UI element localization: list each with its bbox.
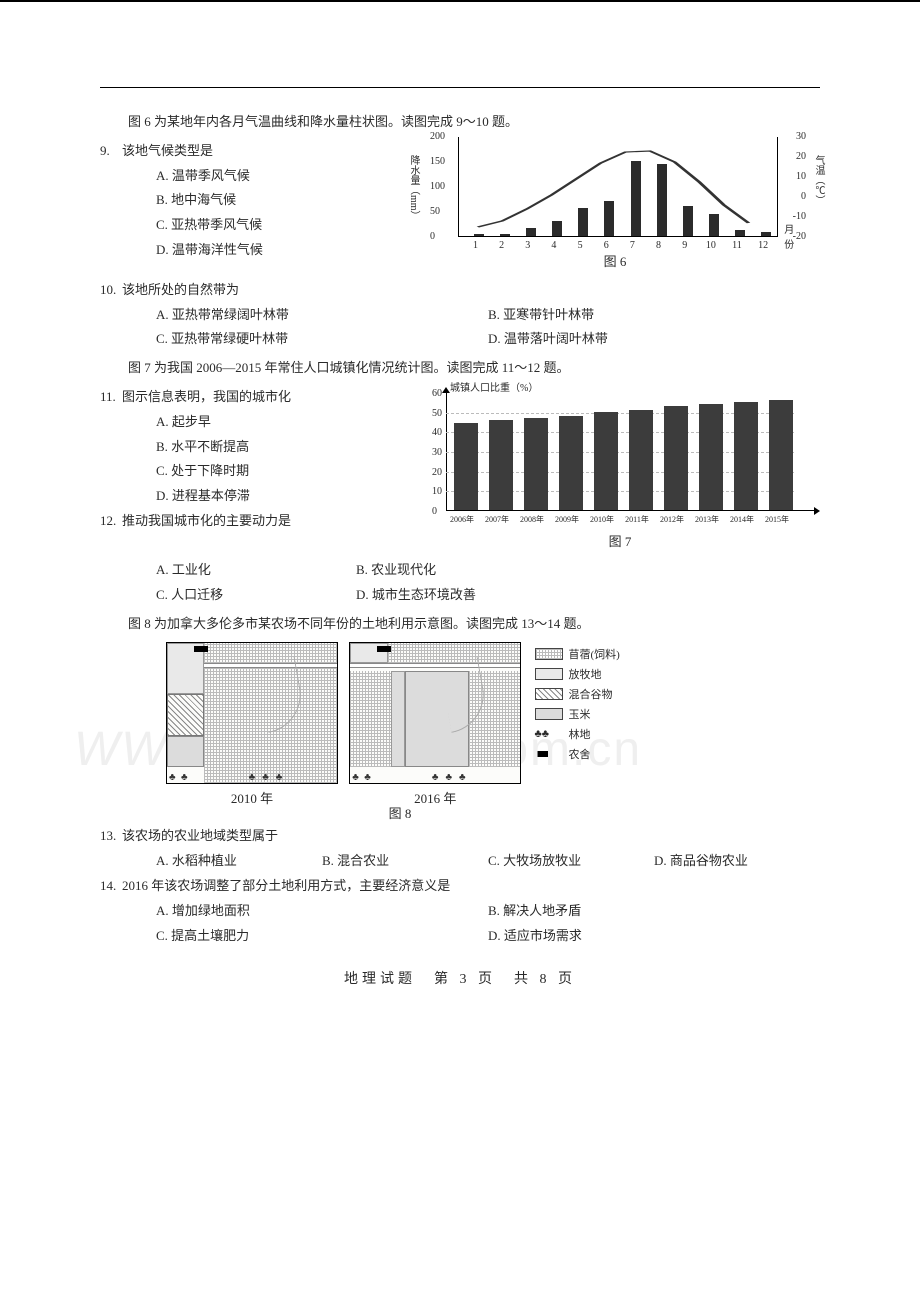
q12-opt-D[interactable]: D. 城市生态环境改善 — [356, 585, 556, 606]
intro-7: 图 7 为我国 2006—2015 年常住人口城镇化情况统计图。读图完成 11～… — [100, 358, 820, 379]
chart6-bar — [631, 161, 641, 236]
q12-opt-C[interactable]: C. 人口迁移 — [156, 585, 356, 606]
chart7-bar — [594, 412, 618, 510]
intro-8: 图 8 为加拿大多伦多市某农场不同年份的土地利用示意图。读图完成 13～14 题… — [100, 614, 820, 635]
chart6-bar — [552, 221, 562, 236]
figure-7-caption: 图 7 — [420, 531, 820, 550]
chart6-bar — [474, 234, 484, 236]
q13-opt-A[interactable]: A. 水稻种植业 — [156, 851, 322, 872]
chart6-yleft-label: 降水量（mm） — [406, 155, 421, 221]
q10-stem: 10.该地所处的自然带为 — [100, 280, 820, 301]
q12-stem: 12.推动我国城市化的主要动力是 — [100, 511, 400, 532]
chart6-bar — [526, 228, 536, 236]
q11-opt-B[interactable]: B. 水平不断提高 — [100, 437, 400, 458]
chart6-bar — [500, 234, 510, 236]
chart6-bar — [578, 208, 588, 236]
figure-6-caption: 图 6 — [410, 251, 820, 270]
q9-opt-B[interactable]: B. 地中海气候 — [100, 190, 360, 211]
chart7-bar — [454, 423, 478, 510]
chart6-bar — [709, 214, 719, 236]
q11-stem: 11.图示信息表明，我国的城市化 — [100, 387, 400, 408]
chart6-bar — [604, 201, 614, 236]
chart7-bar — [489, 420, 513, 510]
q11-opt-A[interactable]: A. 起步早 — [100, 412, 400, 433]
figure-7-chart: 城镇人口比重（%） 0102030405060 2006年2007年2008年2… — [420, 379, 820, 529]
page-footer: 地理试题 第 3 页 共 8 页 — [100, 968, 820, 988]
q10-opt-D[interactable]: D. 温带落叶阔叶林带 — [488, 329, 820, 350]
chart6-bar — [761, 232, 771, 236]
q14-opt-A[interactable]: A. 增加绿地面积 — [156, 901, 488, 922]
fig8-panel-2016: ♣ ♣ ♣ ♣ ♣ — [349, 642, 521, 784]
chart7-arrow-up-icon — [442, 387, 450, 393]
figure-6-chart: 降水量（mm） 气温（℃） 050100150200 -20-100102030… — [410, 131, 820, 251]
q14-opt-B[interactable]: B. 解决人地矛盾 — [488, 901, 820, 922]
q12-opt-B[interactable]: B. 农业现代化 — [356, 560, 556, 581]
watermark-left: WW — [74, 722, 169, 777]
q14-opt-D[interactable]: D. 适应市场需求 — [488, 926, 820, 947]
fig8-legend: 苜蓿(饲料) 放牧地 混合谷物 玉米 ♣♣林地 农舍 — [535, 642, 620, 766]
chart6-temp-curve — [458, 137, 778, 237]
q9-stem: 9.该地气候类型是 — [100, 141, 360, 162]
fig8-year-2016: 2016 年 — [345, 788, 525, 807]
intro-6: 图 6 为某地年内各月气温曲线和降水量柱状图。读图完成 9～10 题。 — [100, 112, 820, 133]
q13-stem: 13.该农场的农业地域类型属于 — [100, 826, 820, 847]
q9-opt-C[interactable]: C. 亚热带季风气候 — [100, 215, 360, 236]
chart7-bar — [629, 410, 653, 510]
q10-opt-B[interactable]: B. 亚寒带针叶林带 — [488, 305, 820, 326]
chart7-bar — [769, 400, 793, 510]
q13-opt-D[interactable]: D. 商品谷物农业 — [654, 851, 820, 872]
chart6-bar — [735, 230, 745, 236]
chart7-title: 城镇人口比重（%） — [450, 379, 538, 394]
fig8-panel-2010: ♣ ♣ ♣ ♣ ♣ — [166, 642, 338, 784]
chart7-bar — [734, 402, 758, 510]
chart6-bar — [683, 206, 693, 236]
q13-opt-C[interactable]: C. 大牧场放牧业 — [488, 851, 654, 872]
q13-opt-B[interactable]: B. 混合农业 — [322, 851, 488, 872]
q11-opt-C[interactable]: C. 处于下降时期 — [100, 461, 400, 482]
chart7-bar — [559, 416, 583, 510]
q9-opt-A[interactable]: A. 温带季风气候 — [100, 166, 360, 187]
chart6-bar — [657, 164, 667, 236]
q11-opt-D[interactable]: D. 进程基本停滞 — [100, 486, 400, 507]
figure-8-caption: 图 8 — [0, 803, 800, 822]
chart7-bar — [699, 404, 723, 510]
fig8-year-2010: 2010 年 — [162, 788, 342, 807]
q14-stem: 14.2016 年该农场调整了部分土地利用方式，主要经济意义是 — [100, 876, 820, 897]
q14-opt-C[interactable]: C. 提高土壤肥力 — [156, 926, 488, 947]
q12-opt-A[interactable]: A. 工业化 — [156, 560, 356, 581]
chart7-bar — [664, 406, 688, 510]
chart7-arrow-right-icon — [814, 507, 820, 515]
q10-opt-C[interactable]: C. 亚热带常绿硬叶林带 — [156, 329, 488, 350]
q10-opt-A[interactable]: A. 亚热带常绿阔叶林带 — [156, 305, 488, 326]
figure-8: WW .com.cn ♣ ♣ ♣ ♣ ♣ — [120, 642, 800, 822]
q9-opt-D[interactable]: D. 温带海洋性气候 — [100, 240, 360, 261]
chart7-bar — [524, 418, 548, 510]
chart6-yright-label: 气温（℃） — [811, 155, 826, 205]
